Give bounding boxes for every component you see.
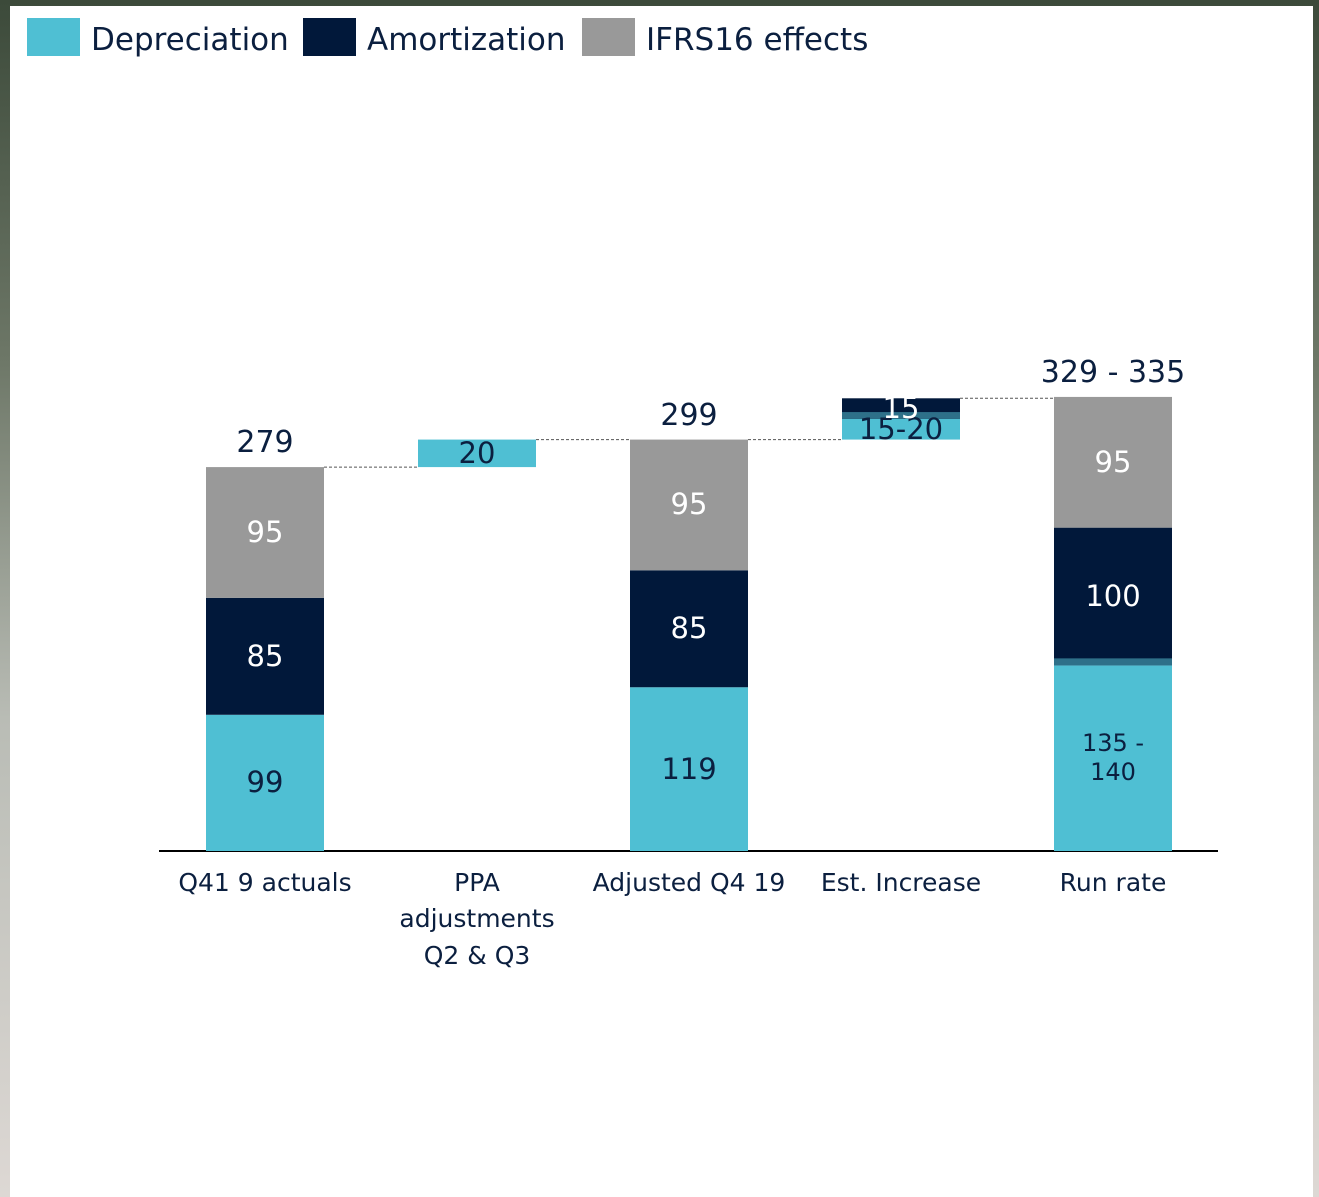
data-label: 95	[1094, 444, 1132, 479]
data-label: 20	[458, 435, 496, 470]
range-band	[842, 412, 960, 419]
range-band	[1054, 658, 1172, 666]
legend-swatch	[582, 18, 635, 56]
bar-segment	[1054, 527, 1172, 666]
bar-segment	[630, 687, 748, 851]
bar-segment	[630, 570, 748, 688]
total-label: 279	[236, 425, 294, 461]
legend-label: Amortization	[367, 22, 566, 58]
legend-swatch	[27, 18, 80, 56]
bar-segment	[206, 597, 324, 715]
legend-label: IFRS16 effects	[646, 22, 869, 58]
data-label: 135 - 140	[1081, 729, 1145, 786]
x-tick-label: Adjusted Q4 19	[592, 868, 786, 897]
bar-segment	[630, 439, 748, 571]
data-label: 95	[246, 514, 284, 549]
data-label: 99	[246, 765, 284, 800]
data-label: 15-20	[858, 411, 944, 446]
data-label: 100	[1085, 578, 1141, 613]
total-label: 299	[660, 397, 718, 433]
data-label: 95	[670, 487, 708, 522]
x-tick-label: Run rate	[1059, 868, 1167, 897]
data-label: 85	[670, 611, 708, 646]
data-label: 119	[661, 751, 717, 786]
data-label: 15	[882, 391, 920, 426]
x-tick-label: Q41 9 actuals	[178, 868, 352, 897]
bar-segment	[842, 418, 960, 440]
total-label: 329 - 335	[1040, 354, 1186, 390]
bar-segment	[1054, 396, 1172, 528]
x-tick-label: PPA adjustments Q2 & Q3	[399, 868, 555, 970]
legend-label: Depreciation	[91, 22, 289, 58]
x-tick-label: Est. Increase	[820, 868, 982, 897]
bar-segment	[206, 714, 324, 851]
bar-segment	[206, 467, 324, 598]
data-label: 85	[246, 638, 284, 673]
legend-swatch	[303, 18, 356, 56]
bar-segment	[418, 439, 536, 468]
bar-segment	[1054, 665, 1172, 851]
